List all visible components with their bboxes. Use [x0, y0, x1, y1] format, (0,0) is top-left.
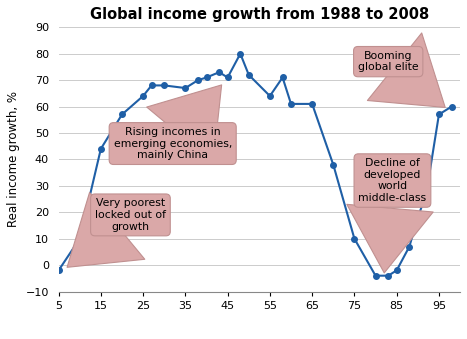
Text: Booming
global elite: Booming global elite	[358, 33, 445, 107]
Text: Very poorest
locked out of
growth: Very poorest locked out of growth	[67, 193, 166, 267]
Text: Rising incomes in
emerging economies,
mainly China: Rising incomes in emerging economies, ma…	[113, 85, 232, 163]
Y-axis label: Real income growth, %: Real income growth, %	[7, 92, 20, 227]
Title: Global income growth from 1988 to 2008: Global income growth from 1988 to 2008	[90, 7, 429, 22]
Text: Decline of
developed
world
middle-class: Decline of developed world middle-class	[347, 158, 433, 273]
